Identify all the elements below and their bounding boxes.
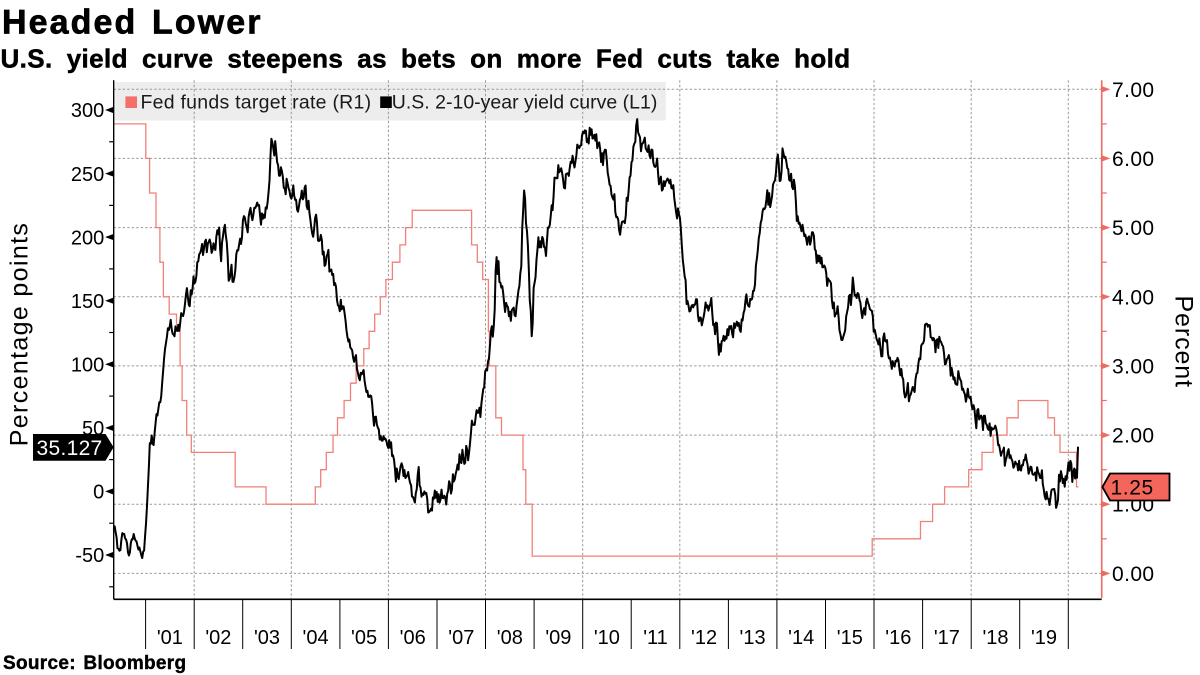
svg-text:'01: '01 — [157, 627, 183, 649]
svg-text:'11: '11 — [643, 627, 668, 649]
svg-text:'17: '17 — [934, 627, 960, 649]
svg-text:'08: '08 — [497, 627, 523, 649]
svg-text:5.00: 5.00 — [1112, 217, 1154, 240]
svg-text:'10: '10 — [594, 627, 620, 649]
svg-text:'05: '05 — [351, 627, 377, 649]
svg-text:'03: '03 — [254, 627, 280, 649]
svg-text:100: 100 — [71, 355, 104, 377]
svg-text:300: 300 — [71, 100, 104, 122]
svg-text:4.00: 4.00 — [1112, 286, 1154, 309]
svg-text:'06: '06 — [400, 627, 426, 649]
svg-text:'07: '07 — [448, 627, 474, 649]
svg-text:Headed Lower: Headed Lower — [2, 4, 263, 42]
svg-text:2.00: 2.00 — [1112, 425, 1154, 448]
svg-text:3.00: 3.00 — [1112, 355, 1154, 378]
svg-text:U.S. yield curve steepens as b: U.S. yield curve steepens as bets on mor… — [1, 44, 851, 74]
svg-text:Source: Bloomberg: Source: Bloomberg — [3, 653, 186, 674]
svg-text:Fed funds target rate (R1): Fed funds target rate (R1) — [141, 92, 372, 114]
svg-text:'14: '14 — [788, 627, 814, 649]
svg-text:'02: '02 — [205, 627, 231, 649]
svg-text:'13: '13 — [740, 627, 766, 649]
svg-text:35.127: 35.127 — [37, 437, 103, 460]
svg-text:Percent: Percent — [1170, 295, 1198, 387]
svg-text:-50: -50 — [75, 545, 104, 567]
svg-text:7.00: 7.00 — [1112, 79, 1154, 102]
svg-text:200: 200 — [71, 227, 104, 249]
svg-text:U.S. 2-10-year yield curve (L1: U.S. 2-10-year yield curve (L1) — [392, 92, 658, 114]
svg-text:0.00: 0.00 — [1112, 563, 1154, 586]
svg-text:'04: '04 — [303, 627, 329, 649]
svg-text:Percentage points: Percentage points — [6, 222, 34, 446]
svg-text:'09: '09 — [545, 627, 571, 649]
svg-text:6.00: 6.00 — [1112, 148, 1154, 171]
svg-text:'15: '15 — [837, 627, 863, 649]
svg-text:'19: '19 — [1031, 627, 1057, 649]
svg-text:250: 250 — [71, 164, 104, 186]
svg-text:0: 0 — [93, 482, 104, 504]
svg-text:'18: '18 — [982, 627, 1008, 649]
svg-text:1.25: 1.25 — [1111, 477, 1154, 500]
svg-text:150: 150 — [71, 291, 104, 313]
svg-text:'12: '12 — [691, 627, 717, 649]
svg-text:'16: '16 — [885, 627, 911, 649]
